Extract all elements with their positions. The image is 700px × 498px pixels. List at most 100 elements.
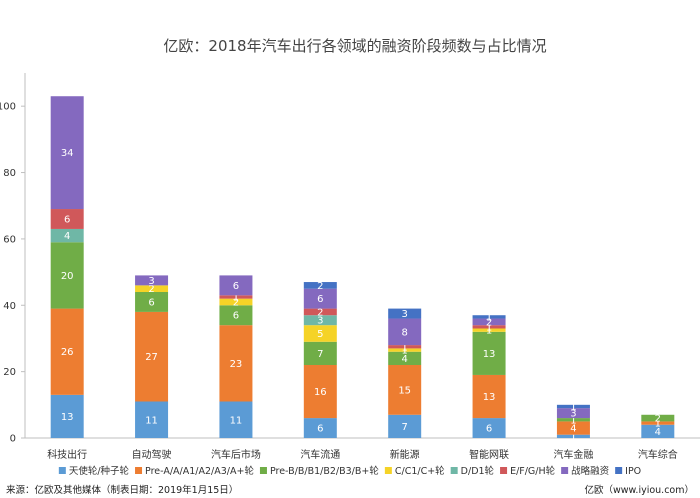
bar-segment [472, 325, 506, 329]
bar-segment [50, 96, 84, 210]
bar-stack: 412 [641, 414, 675, 438]
y-tick-label: 100 [0, 102, 16, 113]
bar-value-label: 1 [402, 346, 408, 357]
legend-label: D/D1轮 [461, 465, 495, 477]
bar-segment [219, 298, 253, 306]
bar-value-label: 20 [61, 271, 74, 282]
bar-value-label: 3 [148, 276, 154, 287]
bar-segment [388, 365, 422, 415]
bar-segment [303, 325, 337, 342]
bar-segment [50, 394, 84, 438]
y-tick-label: 80 [3, 168, 16, 179]
legend-label: 天使轮/种子轮 [69, 465, 130, 477]
bar-value-label: 3 [570, 409, 576, 420]
bar-segment [135, 401, 169, 438]
bar-segment [472, 374, 506, 419]
bar-value-label: 1 [233, 292, 239, 303]
legend-item: 战略融资 [561, 465, 610, 477]
bar-value-label: 8 [402, 327, 408, 338]
x-category-label: 汽车金融 [553, 448, 593, 461]
legend-label: Pre-B/B/B1/B2/B3/B+轮 [270, 465, 379, 477]
legend-swatch [615, 467, 623, 474]
x-category-label: 汽车流通 [300, 448, 340, 461]
bar-value-label: 6 [486, 424, 492, 435]
bar-value-label: 1 [486, 326, 492, 337]
bar-segment [556, 404, 590, 409]
footer-brand: 亿欧（www.iyiou.com） [584, 484, 694, 496]
bar-value-label: 1 [402, 342, 408, 353]
bar-segment [50, 228, 84, 243]
bar-stack: 11 27 6 23 [135, 275, 169, 438]
legend: 天使轮/种子轮 Pre-A/A/A1/A2/A3/A+轮 Pre-B/B/B1/B2… [58, 465, 641, 477]
bar-segment [50, 242, 84, 309]
bar-segment [303, 308, 337, 316]
bar-segment [219, 275, 253, 296]
bar-segment [135, 275, 169, 286]
x-category-label: 科技出行 [47, 448, 87, 461]
bar-segment [135, 292, 169, 312]
bar-stack: 13 26 20 4 6 34 [50, 96, 84, 438]
bar-segment [388, 308, 422, 319]
legend-label: E/F/G/H轮 [510, 465, 556, 477]
legend-item: 天使轮/种子轮 [58, 465, 130, 477]
bar-segment [388, 351, 422, 365]
bar-segment [135, 311, 169, 402]
bar-segment [303, 282, 337, 289]
bar-segment [472, 318, 506, 326]
bar-value-label: 2 [317, 307, 323, 318]
bar-segment [303, 315, 337, 326]
legend-item: E/F/G/H轮 [500, 465, 556, 477]
bar-value-label: 26 [61, 347, 74, 358]
legend-swatch [58, 467, 66, 474]
bar-value-label: 3 [317, 316, 323, 327]
legend-item: D/D1轮 [450, 465, 495, 477]
bar-value-label: 3 [402, 309, 408, 320]
bar-segment [388, 414, 422, 438]
bar-segment [219, 295, 253, 299]
bar-segment [472, 315, 506, 319]
bar-value-label: 2 [317, 281, 323, 292]
bar-value-label: 27 [145, 352, 158, 363]
bar-segment [388, 348, 422, 352]
bar-segment [472, 331, 506, 375]
legend-swatch [450, 467, 458, 474]
bar-value-label: 13 [483, 349, 496, 360]
bar-value-label: 1 [570, 402, 576, 413]
bar-segment [50, 209, 84, 229]
legend-label: Pre-A/A/A1/A2/A3/A+轮 [145, 465, 254, 477]
bar-value-label: 5 [317, 329, 323, 340]
footer-source: 来源：亿欧及其他媒体（制表日期：2019年1月15日） [6, 484, 238, 496]
bar-value-label: 1 [486, 312, 492, 323]
bar-value-label: 16 [314, 387, 327, 398]
x-category-label: 汽车后市场 [211, 448, 261, 461]
y-tick-label: 20 [3, 367, 16, 378]
bar-value-label: 1 [570, 415, 576, 426]
legend-item: IPO [615, 466, 641, 477]
bar-value-label: 6 [317, 294, 323, 305]
bar-value-label: 4 [655, 427, 661, 438]
bar-value-label: 7 [317, 349, 323, 360]
bar-value-label: 1 [655, 419, 661, 430]
bar-segment [556, 434, 590, 438]
legend-item: C/C1/C+轮 [384, 465, 445, 477]
y-tick-label: 60 [3, 234, 16, 245]
bar-segment [135, 285, 169, 292]
bar-value-label: 15 [398, 385, 411, 396]
bar-segment [303, 365, 337, 419]
x-category-label: 新能源 [390, 448, 420, 461]
legend-item: Pre-B/B/B1/B2/B3/B+轮 [259, 465, 379, 477]
bar-segment [641, 414, 675, 422]
legend-swatch [384, 467, 392, 474]
legend-swatch [561, 467, 569, 474]
legend-item: Pre-A/A/A1/A2/A3/A+轮 [135, 465, 254, 477]
bar-segment [641, 424, 675, 438]
bar-segment [388, 318, 422, 346]
bar-segment [303, 418, 337, 438]
bar-value-label: 13 [483, 392, 496, 403]
bar-value-label: 1 [570, 432, 576, 443]
bar-segment [388, 345, 422, 349]
